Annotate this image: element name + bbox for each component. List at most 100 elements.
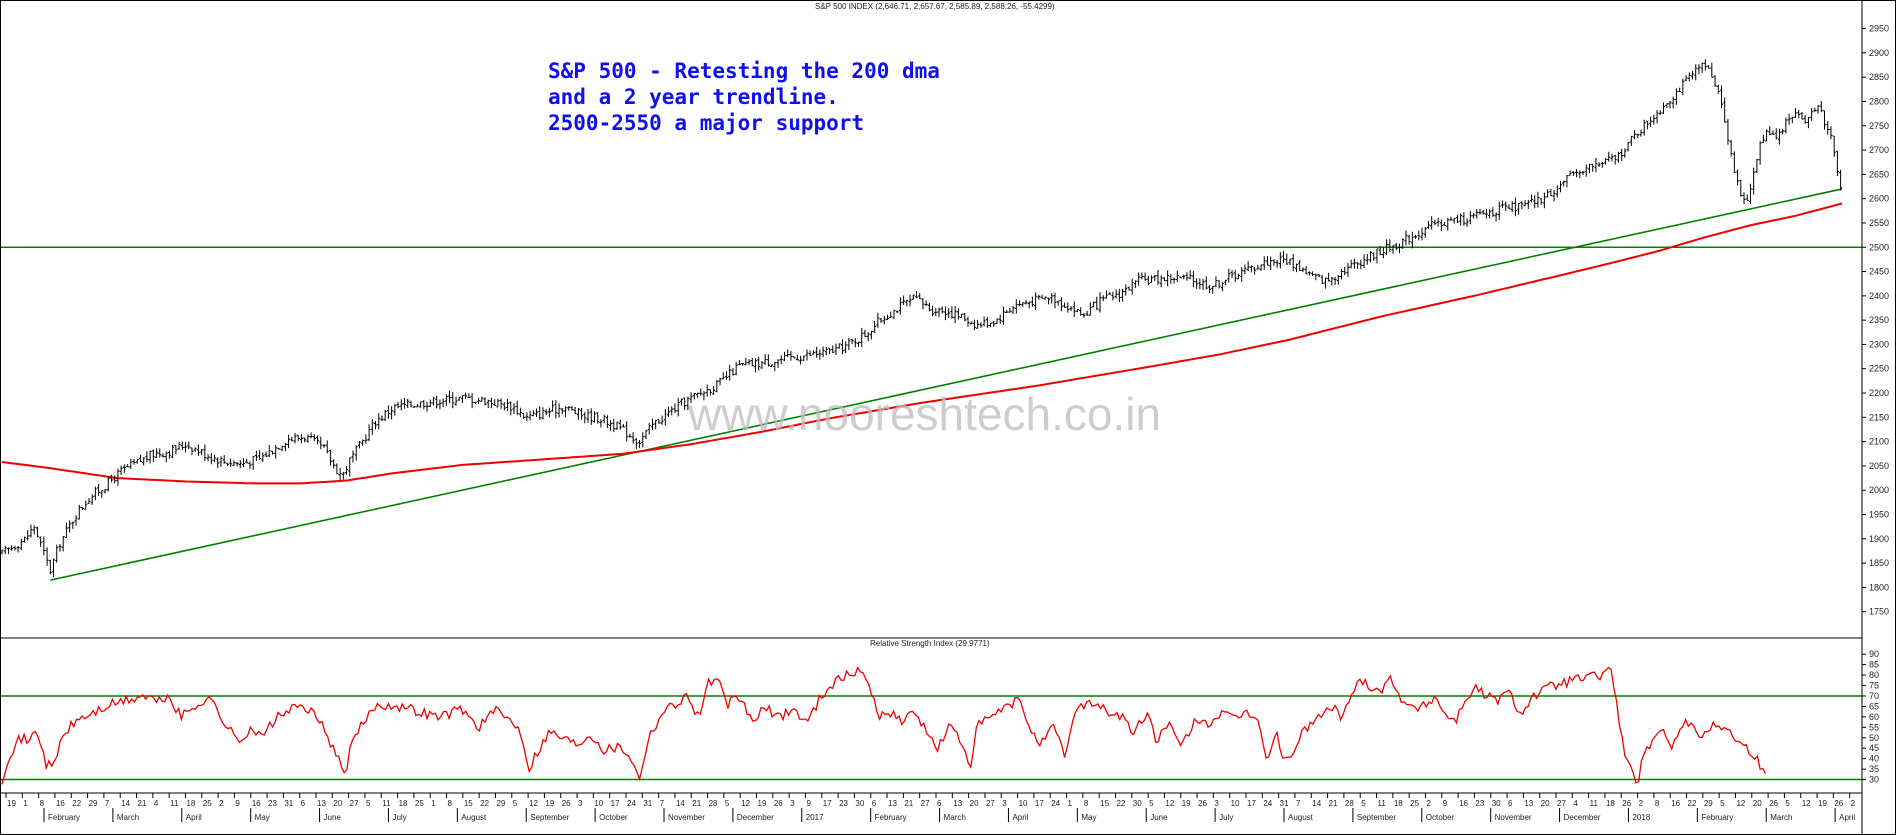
- date-tick-label: 19: [7, 799, 16, 808]
- date-tick-label: 28: [1345, 799, 1354, 808]
- annotation-line-2: and a 2 year trendline.: [548, 85, 839, 109]
- price-y-tick-label: 2250: [1869, 364, 1889, 374]
- date-tick-label: 6: [1508, 799, 1513, 808]
- date-tick-label: 22: [480, 799, 489, 808]
- rsi-line: [1, 666, 1767, 785]
- trendline: [50, 188, 1843, 581]
- date-tick-label: 7: [1296, 799, 1301, 808]
- date-tick-label: 27: [1557, 799, 1566, 808]
- price-y-tick-label: 1800: [1869, 582, 1889, 592]
- price-y-tick-label: 2700: [1869, 145, 1889, 155]
- month-label: 2018: [1632, 813, 1650, 822]
- date-tick-label: 28: [709, 799, 718, 808]
- date-tick-label: 5: [725, 799, 730, 808]
- price-y-tick-label: 1850: [1869, 558, 1889, 568]
- date-tick-label: 29: [496, 799, 505, 808]
- date-tick-label: 30: [1133, 799, 1142, 808]
- month-label: February: [48, 813, 80, 822]
- date-tick-label: 23: [1475, 799, 1484, 808]
- date-tick-label: 31: [643, 799, 652, 808]
- date-tick-label: 13: [317, 799, 326, 808]
- date-tick-label: 5: [1785, 799, 1790, 808]
- date-tick-label: 6: [301, 799, 306, 808]
- annotation-line-1: S&P 500 - Retesting the 200 dma: [548, 59, 940, 83]
- rsi-y-tick-label: 45: [1869, 743, 1879, 753]
- date-tick-label: 3: [1214, 799, 1219, 808]
- date-tick-label: 16: [252, 799, 261, 808]
- date-tick-label: 24: [1051, 799, 1060, 808]
- price-title: S&P 500 INDEX (2,646.71, 2,657.67, 2,585…: [815, 2, 1055, 11]
- date-tick-label: 19: [1818, 799, 1827, 808]
- date-tick-label: 3: [1002, 799, 1007, 808]
- price-y-tick-label: 2550: [1869, 218, 1889, 228]
- month-label: August: [1288, 813, 1314, 822]
- date-tick-label: 19: [545, 799, 554, 808]
- date-tick-label: 27: [350, 799, 359, 808]
- month-label: July: [1219, 813, 1233, 822]
- price-y-tick-label: 2600: [1869, 194, 1889, 204]
- date-tick-label: 9: [806, 799, 811, 808]
- date-tick-label: 18: [399, 799, 408, 808]
- date-tick-label: 5: [513, 799, 518, 808]
- date-tick-label: 9: [235, 799, 240, 808]
- date-tick-label: 12: [1165, 799, 1174, 808]
- price-y-tick-label: 2050: [1869, 461, 1889, 471]
- price-y-tick-label: 2650: [1869, 169, 1889, 179]
- date-tick-label: 14: [121, 799, 130, 808]
- date-tick-label: 8: [1655, 799, 1660, 808]
- date-tick-label: 3: [578, 799, 583, 808]
- date-tick-label: 11: [1378, 799, 1387, 808]
- date-tick-label: 27: [921, 799, 930, 808]
- price-y-tick-label: 1900: [1869, 534, 1889, 544]
- trendline-segment: [50, 188, 1843, 581]
- date-tick-label: 1: [1068, 799, 1073, 808]
- date-tick-label: 2: [219, 799, 224, 808]
- month-label: October: [1426, 813, 1455, 822]
- date-tick-label: 26: [1622, 799, 1631, 808]
- date-tick-label: 21: [904, 799, 913, 808]
- date-tick-label: 6: [872, 799, 877, 808]
- month-label: December: [737, 813, 774, 822]
- date-tick-label: 6: [937, 799, 942, 808]
- date-tick-label: 11: [382, 799, 391, 808]
- date-tick-label: 31: [1280, 799, 1289, 808]
- date-tick-label: 21: [138, 799, 147, 808]
- date-tick-label: 7: [105, 799, 110, 808]
- date-tick-label: 27: [986, 799, 995, 808]
- date-tick-label: 12: [529, 799, 538, 808]
- date-tick-label: 29: [1704, 799, 1713, 808]
- rsi-y-tick-label: 85: [1869, 660, 1879, 670]
- date-tick-label: 17: [1247, 799, 1256, 808]
- date-tick-label: 11: [170, 799, 179, 808]
- date-tick-label: 26: [1769, 799, 1778, 808]
- date-tick-label: 8: [40, 799, 45, 808]
- date-tick-label: 25: [203, 799, 212, 808]
- date-tick-label: 11: [1590, 799, 1599, 808]
- month-label: February: [1701, 813, 1733, 822]
- month-label: May: [1081, 813, 1096, 822]
- month-label: 2017: [806, 813, 824, 822]
- date-tick-label: 10: [1231, 799, 1240, 808]
- date-tick-label: 17: [1035, 799, 1044, 808]
- rsi-y-tick-label: 40: [1869, 754, 1879, 764]
- date-tick-label: 26: [774, 799, 783, 808]
- date-tick-label: 20: [970, 799, 979, 808]
- price-y-tick-label: 2150: [1869, 412, 1889, 422]
- price-y-tick-label: 2300: [1869, 339, 1889, 349]
- price-y-tick-label: 2750: [1869, 121, 1889, 131]
- date-tick-label: 5: [1720, 799, 1725, 808]
- date-tick-label: 15: [464, 799, 473, 808]
- date-tick-label: 3: [790, 799, 795, 808]
- date-tick-label: 8: [448, 799, 453, 808]
- month-label: September: [530, 813, 569, 822]
- date-tick-label: 12: [741, 799, 750, 808]
- rsi-y-tick-label: 65: [1869, 701, 1879, 711]
- month-label: June: [324, 813, 342, 822]
- date-tick-label: 12: [1802, 799, 1811, 808]
- date-tick-label: 20: [333, 799, 342, 808]
- price-y-tick-label: 2800: [1869, 96, 1889, 106]
- date-tick-label: 17: [823, 799, 832, 808]
- month-label: March: [1770, 813, 1792, 822]
